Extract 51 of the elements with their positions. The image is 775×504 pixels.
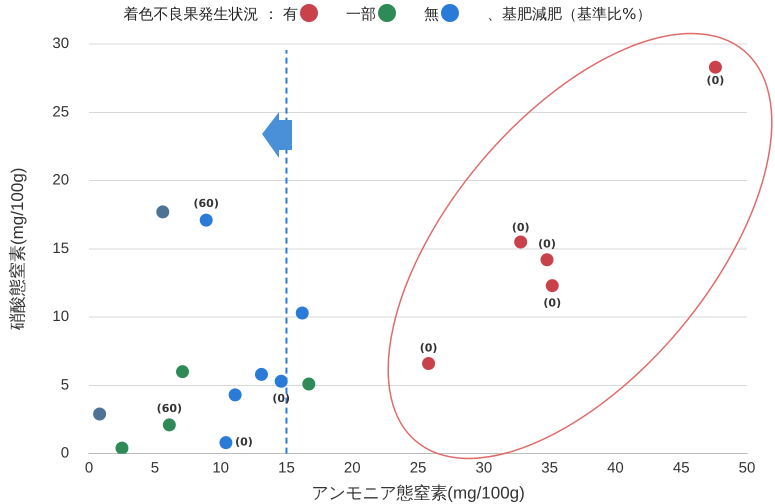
annotation: (0) [272,392,290,406]
annotation: (0) [706,74,724,88]
y-tick-label: 25 [52,103,70,120]
annotation: (0) [543,296,562,310]
point [254,368,268,381]
legend-label: 無 [424,5,440,23]
point [302,377,316,390]
x-tick-label: 45 [672,460,690,477]
x-tick-label: 50 [738,460,756,477]
point [162,418,176,432]
y-tick-label: 5 [60,376,70,394]
y-axis-title: 硝酸態窒素(mg/100g) [8,168,27,332]
annotation: (0) [512,220,530,234]
x-tick-label: 15 [278,460,295,477]
annotation: (0) [235,436,253,449]
x-tick-label: 5 [150,460,160,477]
point [296,306,309,320]
legend-label: 一部 [346,5,376,23]
y-tick-label: 15 [52,240,70,257]
annotation: (0) [538,238,556,251]
x-tick-label: 35 [541,460,558,477]
y-tick-label: 0 [60,444,70,462]
legend-label: 有 [283,5,298,23]
point [200,214,213,227]
point [219,436,232,450]
x-tick-label: 30 [475,460,492,477]
point [228,388,242,402]
x-tick-label: 40 [607,460,624,477]
y-tick-label: 30 [52,35,70,52]
legend-title: 着色不良果発生状況 ： [124,5,280,23]
x-tick-label: 20 [344,460,361,477]
annotation: (0) [420,341,438,354]
y-tick-label: 10 [52,308,70,326]
point [176,365,190,378]
annotation: (60) [156,402,182,415]
text: 、基肥減肥（基準比%） [487,5,652,23]
point [546,279,559,292]
point [274,374,288,388]
point [115,442,128,454]
x-tick-label: 0 [84,460,94,477]
point [514,235,528,248]
point [540,253,554,266]
x-axis-title: アンモニア態窒素(mg/100g) [311,483,525,502]
x-tick-label: 25 [410,460,426,477]
point [93,408,106,421]
point [708,60,722,74]
x-tick-label: 10 [212,460,230,477]
y-tick-label: 20 [52,172,70,189]
point [156,205,170,218]
annotation: (60) [194,196,219,210]
point [422,356,436,370]
